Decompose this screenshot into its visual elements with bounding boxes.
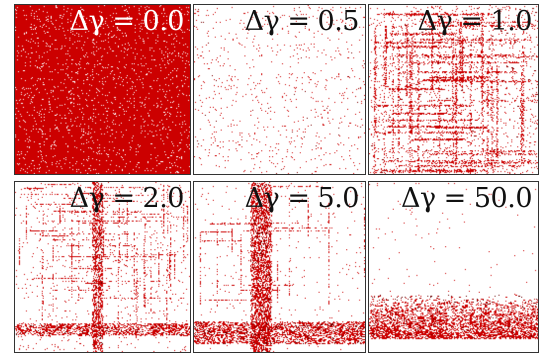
panel-5: Δγ = 5.0	[193, 181, 366, 353]
panel-label-3: Δγ = 1.0	[417, 6, 533, 37]
panel-3: Δγ = 1.0	[368, 4, 539, 175]
panel-4: Δγ = 2.0	[14, 181, 191, 353]
panel-label-6: Δγ = 50.0	[400, 183, 533, 214]
panel-label-2: Δγ = 0.5	[244, 6, 360, 37]
scatter-canvas-2	[194, 5, 365, 174]
panel-label-5: Δγ = 5.0	[244, 183, 360, 214]
scatter-canvas-6	[369, 182, 538, 352]
scatter-canvas-4	[15, 182, 190, 352]
panel-6: Δγ = 50.0	[368, 181, 539, 353]
scatter-canvas-1	[15, 5, 190, 174]
scatter-canvas-3	[369, 5, 538, 174]
panel-1: Δγ = 0.0	[14, 4, 191, 175]
panel-2: Δγ = 0.5	[193, 4, 366, 175]
panel-label-4: Δγ = 2.0	[69, 183, 185, 214]
scatter-canvas-5	[194, 182, 365, 352]
panel-label-1: Δγ = 0.0	[69, 6, 185, 37]
